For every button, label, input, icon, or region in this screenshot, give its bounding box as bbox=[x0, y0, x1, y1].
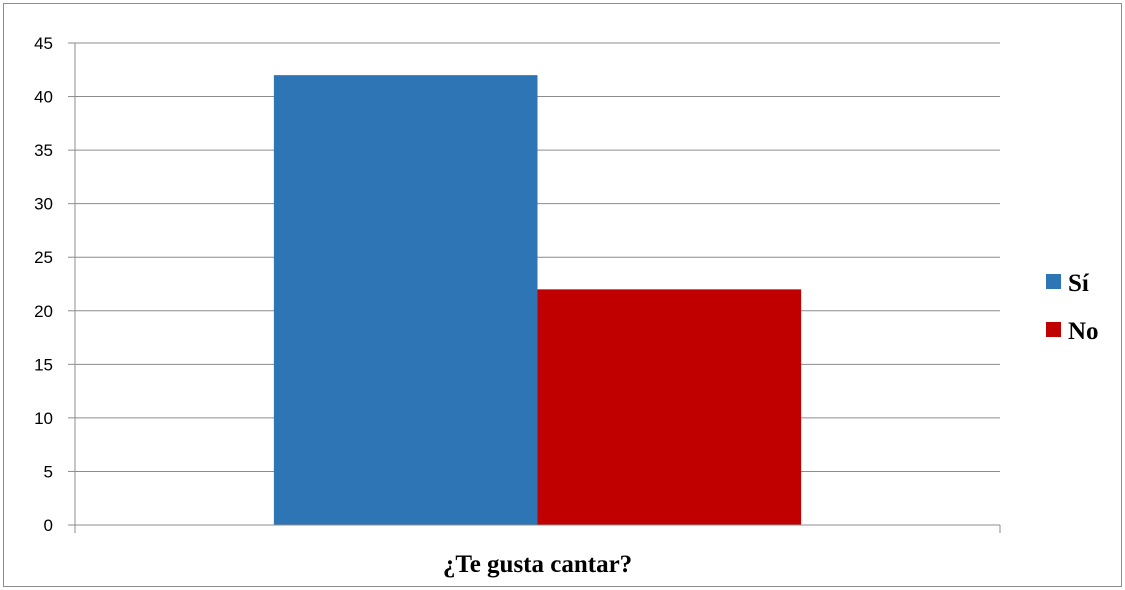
x-category-label: ¿Te gusta cantar? bbox=[443, 551, 632, 578]
legend-label-no: No bbox=[1068, 318, 1099, 345]
y-tick-label-10: 10 bbox=[34, 409, 53, 428]
y-tick-label-35: 35 bbox=[34, 141, 53, 160]
x-axis-labels: ¿Te gusta cantar? bbox=[443, 551, 632, 578]
y-tick-label-45: 45 bbox=[34, 34, 53, 53]
y-tick-label-30: 30 bbox=[34, 195, 53, 214]
y-tick-label-5: 5 bbox=[44, 462, 53, 481]
y-tick-label-20: 20 bbox=[34, 302, 53, 321]
bar-s- bbox=[273, 75, 538, 525]
bar-no bbox=[537, 289, 802, 525]
y-tick-label-0: 0 bbox=[44, 516, 53, 535]
legend-swatch-s- bbox=[1046, 274, 1061, 289]
bars bbox=[273, 75, 802, 525]
axes bbox=[74, 43, 1001, 533]
y-tick-label-15: 15 bbox=[34, 355, 53, 374]
y-tick-label-25: 25 bbox=[34, 248, 53, 267]
legend-swatch-no bbox=[1046, 322, 1061, 337]
y-axis-ticks: 0 5 10 15 20 25 30 35 40 45 bbox=[34, 34, 75, 535]
legend-label-s-: Sí bbox=[1068, 270, 1090, 297]
y-tick-label-40: 40 bbox=[34, 88, 53, 107]
legend: Sí No bbox=[1046, 270, 1099, 345]
